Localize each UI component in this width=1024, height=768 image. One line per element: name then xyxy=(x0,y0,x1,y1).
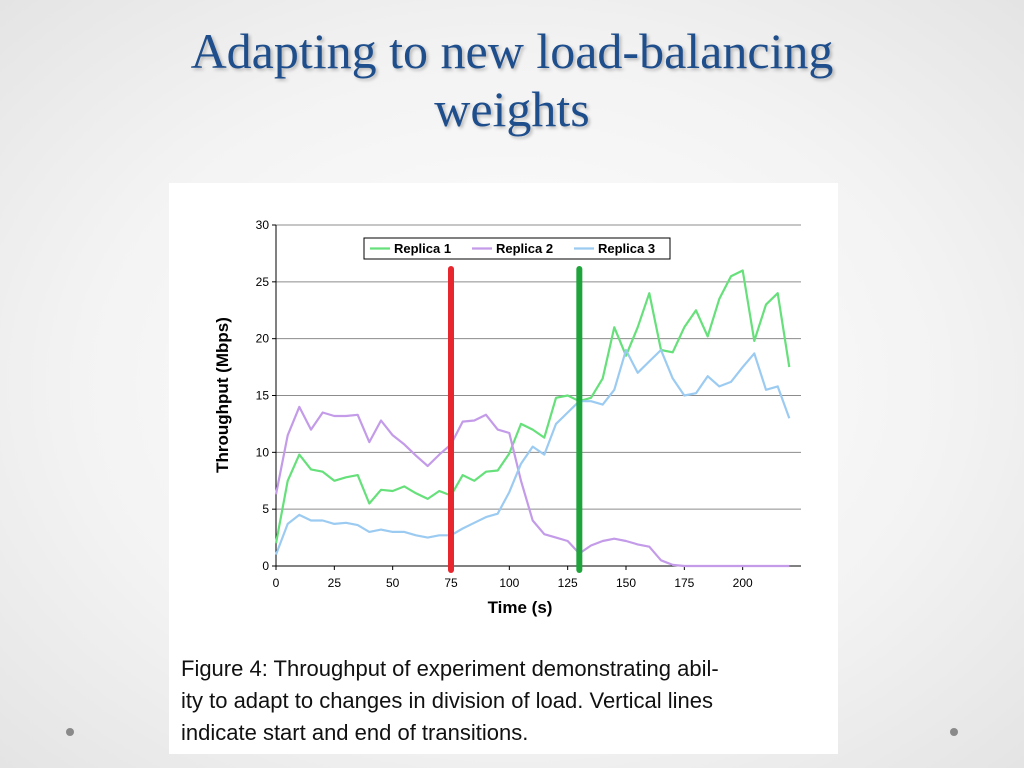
throughput-chart: 0 5 10 15 20 25 30 0 25 50 75 100 125 150 175 200 Repli… xyxy=(213,218,801,617)
caption-line-2: ity to adapt to changes in division of l… xyxy=(181,688,713,713)
x-axis-title: Time (s) xyxy=(488,598,553,617)
caption-line-1: Figure 4: Throughput of experiment demon… xyxy=(181,656,719,681)
x-tick-label-100: 100 xyxy=(499,576,519,590)
x-tick-label-150: 150 xyxy=(616,576,636,590)
x-tick-label-75: 75 xyxy=(444,576,458,590)
x-tick-label-25: 25 xyxy=(328,576,342,590)
legend-box xyxy=(363,237,671,260)
x-tick-label-175: 175 xyxy=(674,576,694,590)
figure-caption: Figure 4: Throughput of experiment demon… xyxy=(181,653,831,749)
y-tick-label-20: 20 xyxy=(256,332,270,346)
caption-line-3: indicate start and end of transitions. xyxy=(181,720,529,745)
vline-layer xyxy=(448,266,583,573)
x-tick-label-0: 0 xyxy=(273,576,280,590)
y-axis-title: Throughput (Mbps) xyxy=(213,317,232,473)
legend-layer: Replica 1 Replica 2 Replica 3 xyxy=(363,237,671,260)
legend-label-replica-2: Replica 2 xyxy=(496,241,553,256)
x-tick-label-50: 50 xyxy=(386,576,400,590)
x-tick-label-125: 125 xyxy=(558,576,578,590)
series-line-replica-1 xyxy=(274,269,791,544)
left-nav-dot xyxy=(66,728,74,736)
y-tick-label-25: 25 xyxy=(256,275,270,289)
slide-title-line-2: weights xyxy=(434,81,590,137)
slide-title-line-1: Adapting to new load-balancing xyxy=(190,23,834,79)
series-line-replica-3 xyxy=(274,348,791,555)
series-layer xyxy=(274,269,791,568)
y-tick-label-10: 10 xyxy=(256,445,270,459)
right-nav-dot xyxy=(950,728,958,736)
slide-title: Adapting to new load-balancing weights xyxy=(0,22,1024,138)
series-line-replica-2 xyxy=(274,405,790,568)
x-tick-label-200: 200 xyxy=(733,576,753,590)
y-tick-label-0: 0 xyxy=(262,559,269,573)
y-tick-label-30: 30 xyxy=(256,218,270,232)
axis-layer: 0 5 10 15 20 25 30 0 25 50 75 100 125 150 175 200 xyxy=(256,218,801,590)
y-tick-label-5: 5 xyxy=(262,502,269,516)
figure-panel: 0 5 10 15 20 25 30 0 25 50 75 100 125 150 175 200 Repli… xyxy=(169,183,838,754)
legend-label-replica-3: Replica 3 xyxy=(598,241,655,256)
legend-label-replica-1: Replica 1 xyxy=(394,241,451,256)
y-tick-label-15: 15 xyxy=(256,389,270,403)
grid-layer xyxy=(276,224,801,510)
